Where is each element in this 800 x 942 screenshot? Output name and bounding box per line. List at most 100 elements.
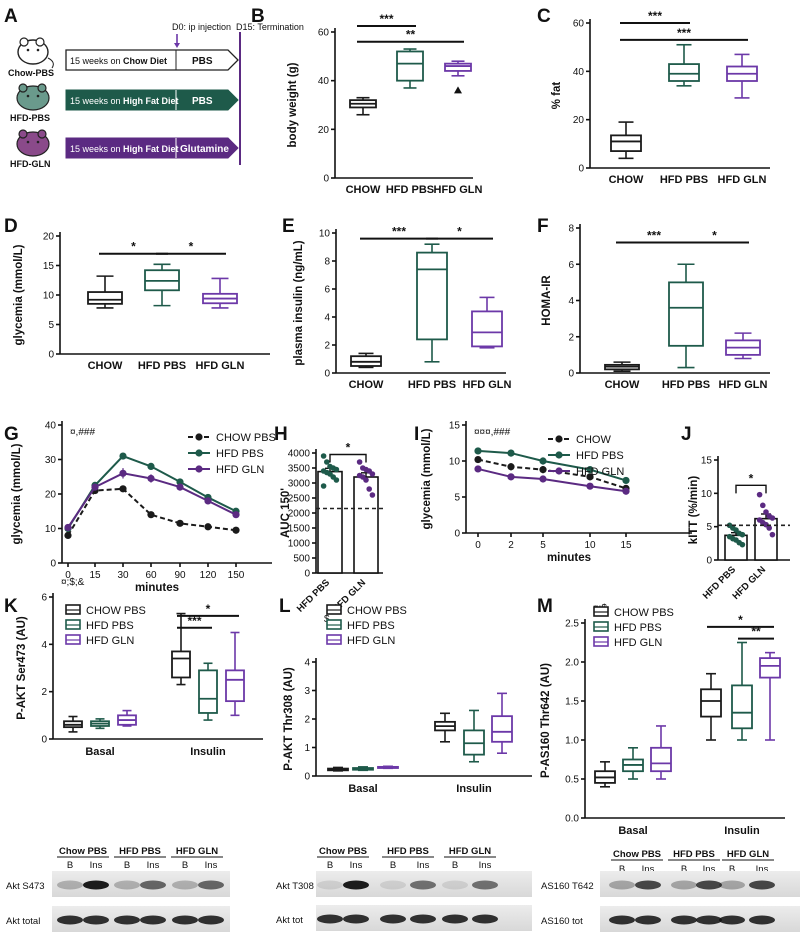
panel-K-legend-label: HFD GLN (86, 635, 134, 647)
panel-G-data-point (176, 478, 184, 486)
panel-E-ytick-label: 8 (324, 257, 330, 268)
panel-B-category-label: CHOW (346, 184, 381, 196)
panel-K-box (198, 662, 218, 721)
panel-M-box (650, 725, 672, 780)
panel-M-blot-band (749, 915, 775, 925)
panel-H-scatter-point (356, 459, 363, 465)
panel-D-box-hfd-gln (202, 277, 238, 309)
box-iqr (650, 746, 672, 773)
panel-label-b: B (251, 6, 265, 27)
panel-M-blot-band (696, 915, 722, 925)
panel-K-blot-band (57, 880, 83, 890)
panel-K-blot-lane-label: B (182, 860, 188, 871)
panel-L-blot-band (442, 880, 468, 890)
panel-B-box-hfd-pbs (396, 48, 424, 89)
row3-treatment: Glutamine (180, 144, 229, 155)
panel-F-y-axis-title: HOMA-IR (541, 275, 553, 326)
panel-I-legend-marker (555, 451, 563, 459)
panel-M-box (759, 651, 781, 741)
panel-E-ytick-label: 6 (324, 285, 330, 296)
panel-I-data-point (622, 487, 630, 495)
panel-L-blot-row-label: Akt T308 (276, 881, 314, 892)
panel-I-data-point (539, 466, 547, 474)
panel-M-legend-label: CHOW PBS (614, 607, 674, 619)
panel-M-blot-band (696, 880, 722, 890)
timeline-arrow-hfd-pbs (65, 89, 239, 111)
panel-H-scatter-point (320, 483, 327, 489)
panel-G-xtick-label: 150 (228, 570, 245, 581)
panel-M-blot-row-label: AS160 T642 (541, 881, 594, 892)
panel-H-sig-label: * (346, 441, 351, 455)
group-label-hfd-pbs: HFD-PBS (10, 113, 50, 123)
panel-H-ytick-label: 1000 (288, 539, 311, 550)
panel-E-category-label: HFD PBS (408, 379, 456, 391)
panel-M-blot-band (719, 880, 745, 890)
panel-M-sig-label: ** (751, 625, 761, 639)
panel-E-box-hfd-pbs (416, 243, 448, 363)
panel-L-blot-condition: Chow PBS (319, 846, 367, 857)
panel-L-blot-band (472, 880, 498, 890)
panel-M-group-label: Basal (618, 825, 647, 837)
panel-D-category-label: HFD PBS (138, 360, 186, 372)
panel-K-blot-lane-label: B (124, 860, 130, 871)
panel-L-ytick-label: 3 (304, 686, 310, 697)
panel-K-blot-band (198, 880, 224, 890)
panel-I-data-point (586, 482, 594, 490)
panel-K-blot-band (198, 915, 224, 925)
panel-M-ytick-label: 1.5 (565, 697, 579, 708)
panel-G-legend-marker (195, 449, 203, 457)
panel-F-box-chow (604, 361, 640, 372)
panel-L-blot-lane-label: Ins (350, 860, 363, 871)
panel-D-y-axis-title: glycemia (mmol/L) (13, 244, 25, 345)
panel-C-category-label: HFD GLN (718, 174, 767, 186)
panel-H-ytick-label: 2000 (288, 509, 311, 520)
injection-arrowhead-icon (174, 43, 180, 48)
panel-label-k: K (4, 596, 18, 617)
panel-H-scatter-point (369, 471, 376, 477)
panel-J-scatter-point (739, 531, 746, 538)
panel-K-box (171, 612, 191, 686)
panel-M-box (622, 746, 644, 780)
panel-I-annotation: ¤¤¤,### (474, 427, 511, 438)
panel-L-blot-lane-label: B (390, 860, 396, 871)
panel-K-blot-row-label: Akt S473 (6, 881, 45, 892)
panel-C-ytick-label: 0 (578, 164, 584, 175)
panel-B-ytick-label: 60 (318, 28, 330, 39)
panel-K-legend-label: CHOW PBS (86, 605, 146, 617)
panel-J-sig-label: * (749, 471, 754, 485)
panel-K-box (117, 709, 137, 727)
panel-L-blot-band (410, 880, 436, 890)
panel-M-blot-band (609, 880, 635, 890)
mouse-hfd-pbs-icon (16, 83, 50, 111)
row1-diet-prefix: 15 weeks on (70, 56, 123, 66)
panel-I-data-point (507, 463, 515, 471)
panel-K-blot-band (57, 915, 83, 925)
panel-F-box-hfd-gln (725, 332, 761, 360)
panel-I-data-point (474, 465, 482, 473)
panel-L-blot-lane-label: Ins (417, 860, 430, 871)
panel-M-blot-lane-label: Ins (756, 864, 769, 875)
panel-M-blot-lane-label: B (619, 864, 625, 875)
panel-B-ytick-label: 40 (318, 76, 330, 87)
panel-D-sig-label: * (131, 240, 136, 254)
panel-I-data-point (622, 476, 630, 485)
panel-G-data-point (147, 462, 155, 470)
panel-G-xtick-label: 15 (89, 570, 101, 581)
panel-label-j: J (681, 424, 692, 445)
panel-K-annotation: ¤;$;& (61, 577, 85, 588)
panel-G-xtick-label: 90 (174, 570, 186, 581)
row1-treatment: PBS (192, 56, 213, 67)
panel-K-blot-band (140, 880, 166, 890)
panel-label-f: F (537, 216, 549, 237)
panel-C-sig-label: *** (677, 26, 691, 40)
panel-C-ytick-label: 40 (573, 67, 585, 78)
row3-diet-text: 15 weeks on High Fat Diet (70, 144, 179, 154)
panel-K-box (225, 631, 245, 717)
panel-E-box-chow (350, 352, 382, 369)
panel-J-ytick-label: 5 (706, 522, 712, 533)
box-iqr (225, 669, 245, 703)
panel-F-category-label: HFD GLN (719, 379, 768, 391)
panel-G-legend-marker (195, 433, 203, 441)
panel-M-legend-label: HFD PBS (614, 622, 662, 634)
